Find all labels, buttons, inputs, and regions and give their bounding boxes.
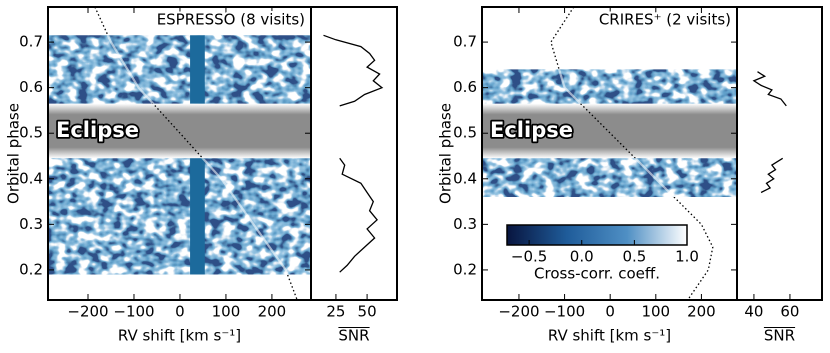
y-axis-label: Orbital phase bbox=[437, 103, 455, 204]
x-tick-label: −200 bbox=[498, 303, 539, 321]
panel-title: CRIRES⁺ (2 visits) bbox=[599, 11, 731, 29]
snr-line bbox=[752, 71, 787, 107]
snr-line bbox=[323, 34, 384, 107]
ccf-map bbox=[48, 158, 311, 275]
x-tick-label: 100 bbox=[641, 303, 670, 321]
snr-tick-label: 50 bbox=[358, 303, 377, 321]
eclipse-band bbox=[482, 103, 737, 159]
snr-axis-label: SNR bbox=[338, 327, 369, 345]
y-tick-label: 0.3 bbox=[19, 215, 43, 233]
colorbar-tick-label: 0.0 bbox=[570, 248, 594, 266]
snr-line bbox=[760, 157, 784, 194]
x-tick-label: −200 bbox=[67, 303, 108, 321]
colorbar-tick-label: 0.5 bbox=[622, 248, 646, 266]
planet-trail bbox=[633, 158, 676, 198]
snr-line bbox=[339, 157, 378, 273]
y-tick-label: 0.5 bbox=[453, 124, 477, 142]
y-tick-label: 0.2 bbox=[453, 260, 477, 278]
y-tick-label: 0.2 bbox=[19, 260, 43, 278]
snr-frame bbox=[736, 6, 823, 301]
y-tick-label: 0.6 bbox=[453, 78, 477, 96]
colorbar bbox=[506, 224, 688, 246]
y-tick-label: 0.6 bbox=[19, 78, 43, 96]
y-tick-label: 0.5 bbox=[19, 124, 43, 142]
snr-axis-label: SNR bbox=[764, 327, 795, 345]
x-axis-label: RV shift [km s⁻¹] bbox=[548, 327, 671, 345]
y-tick-label: 0.7 bbox=[19, 33, 43, 51]
snr-frame bbox=[310, 6, 398, 301]
masked-column bbox=[190, 35, 205, 104]
colorbar-label: Cross-corr. coeff. bbox=[534, 265, 660, 283]
x-axis-label: RV shift [km s⁻¹] bbox=[118, 327, 241, 345]
y-tick-label: 0.4 bbox=[19, 169, 43, 187]
snr-tick-label: 40 bbox=[744, 303, 763, 321]
y-tick-label: 0.4 bbox=[453, 169, 477, 187]
ccf-map bbox=[482, 158, 737, 198]
x-tick-label: −100 bbox=[113, 303, 154, 321]
x-tick-label: 0 bbox=[605, 303, 615, 321]
panel-title: ESPRESSO (8 visits) bbox=[157, 11, 305, 29]
eclipse-label: Eclipse bbox=[490, 118, 573, 142]
planet-trail bbox=[201, 158, 289, 275]
colorbar-tick-label: 1.0 bbox=[675, 248, 699, 266]
ccf-map bbox=[48, 35, 311, 104]
eclipse-label: Eclipse bbox=[56, 118, 139, 142]
masked-column bbox=[190, 158, 205, 275]
y-tick-label: 0.7 bbox=[453, 33, 477, 51]
x-tick-label: 200 bbox=[687, 303, 716, 321]
x-tick-label: 100 bbox=[212, 303, 241, 321]
y-tick-label: 0.3 bbox=[453, 215, 477, 233]
planet-trail bbox=[106, 35, 155, 104]
ccf-map bbox=[482, 69, 737, 104]
colorbar-tick-label: −0.5 bbox=[511, 248, 547, 266]
y-axis-label: Orbital phase bbox=[5, 103, 23, 204]
x-tick-label: 200 bbox=[258, 303, 287, 321]
x-tick-label: 0 bbox=[175, 303, 185, 321]
eclipse-band bbox=[48, 103, 311, 159]
x-tick-label: −100 bbox=[544, 303, 585, 321]
snr-tick-label: 25 bbox=[326, 303, 345, 321]
snr-tick-label: 60 bbox=[780, 303, 799, 321]
